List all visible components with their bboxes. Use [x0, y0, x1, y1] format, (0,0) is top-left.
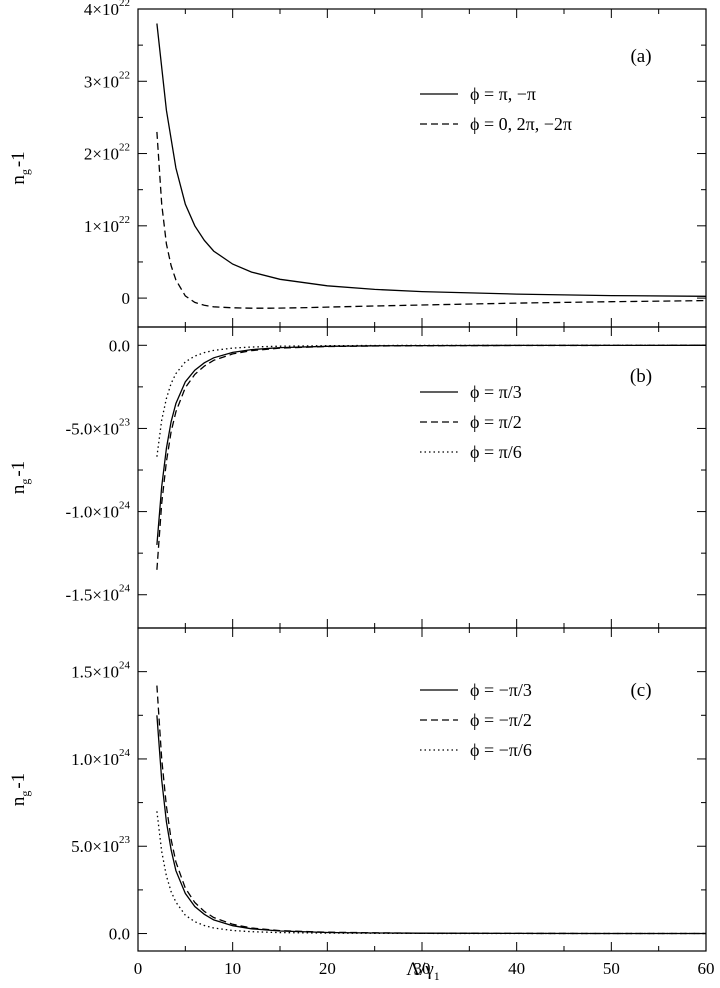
y-axis-label: ng-1	[8, 151, 32, 184]
panel-a-frame	[137, 8, 707, 328]
legend-entry: ϕ = −π/6	[470, 740, 532, 760]
legend-entry: ϕ = π/2	[470, 412, 522, 432]
series-line-dashed	[156, 131, 707, 309]
y-tick-label: -1.0×1024	[66, 500, 131, 522]
legend-entry: ϕ = π/3	[470, 382, 522, 402]
legend-entry: ϕ = π/6	[470, 442, 522, 462]
y-tick-label: 5.0×1023	[71, 834, 130, 856]
x-axis-label: Λ/γ1	[406, 959, 439, 983]
y-axis-label: ng-1	[8, 461, 32, 494]
series-line-dashed	[156, 344, 707, 570]
panel-label: (b)	[630, 366, 652, 387]
y-tick-label: -5.0×1023	[66, 416, 131, 438]
series-line-solid	[156, 344, 707, 545]
x-tick-label: 60	[698, 959, 715, 978]
panels: 0 1×1022 2×1022 3×1022 4×1022 ng-1 (a) ϕ = π, −…	[8, 0, 715, 978]
panel-c: 0 10 20 30 40 50 60 0.0 5.0×1023 1.0×1024 1.5×1024…	[8, 627, 715, 978]
legend-entry: ϕ = 0, 2π, −2π	[470, 114, 572, 134]
series-line-dotted	[156, 811, 706, 935]
y-tick-label: 0.0	[109, 925, 130, 944]
legend: ϕ = −π/3 ϕ = −π/2 ϕ = −π/6	[420, 680, 532, 760]
y-tick-label: 4×1022	[84, 0, 130, 19]
legend-entry: ϕ = −π/2	[470, 710, 532, 730]
y-tick-label: 0	[122, 289, 131, 308]
x-tick-label: 0	[134, 959, 143, 978]
x-tick-label: 20	[319, 959, 336, 978]
y-tick-label: 1.5×1024	[71, 660, 130, 682]
y-tick-label: 2×1022	[84, 142, 130, 164]
x-tick-label: 40	[508, 959, 525, 978]
panel-b-frame	[137, 326, 707, 629]
series-line-solid	[156, 23, 707, 297]
series-line-dotted	[156, 344, 706, 457]
panel-a: 0 1×1022 2×1022 3×1022 4×1022 ng-1 (a) ϕ = π, −…	[8, 0, 707, 328]
panel-label: (a)	[630, 46, 651, 67]
series-line-dashed	[156, 685, 706, 935]
legend-entry: ϕ = π, −π	[470, 84, 536, 104]
x-tick-label: 10	[224, 959, 241, 978]
y-tick-label: 0.0	[109, 336, 130, 355]
y-tick-label: 3×1022	[84, 69, 130, 91]
series-line-solid	[156, 715, 706, 935]
y-tick-label: 1.0×1024	[71, 747, 130, 769]
legend: ϕ = π/3 ϕ = π/2 ϕ = π/6	[420, 382, 522, 462]
x-tick-label: 50	[603, 959, 620, 978]
y-axis-label: ng-1	[8, 773, 32, 806]
y-tick-label: -1.5×1024	[66, 583, 131, 605]
x-tick-label: 30	[414, 959, 431, 978]
y-tick-label: 1×1022	[84, 214, 130, 236]
panel-c-frame	[137, 627, 707, 952]
panel-b: 0.0 -5.0×1023 -1.0×1024 -1.5×1024 ng-1 (b) ϕ =…	[8, 326, 707, 629]
legend-entry: ϕ = −π/3	[470, 680, 532, 700]
panel-label: (c)	[630, 680, 651, 701]
legend: ϕ = π, −π ϕ = 0, 2π, −2π	[420, 84, 572, 134]
